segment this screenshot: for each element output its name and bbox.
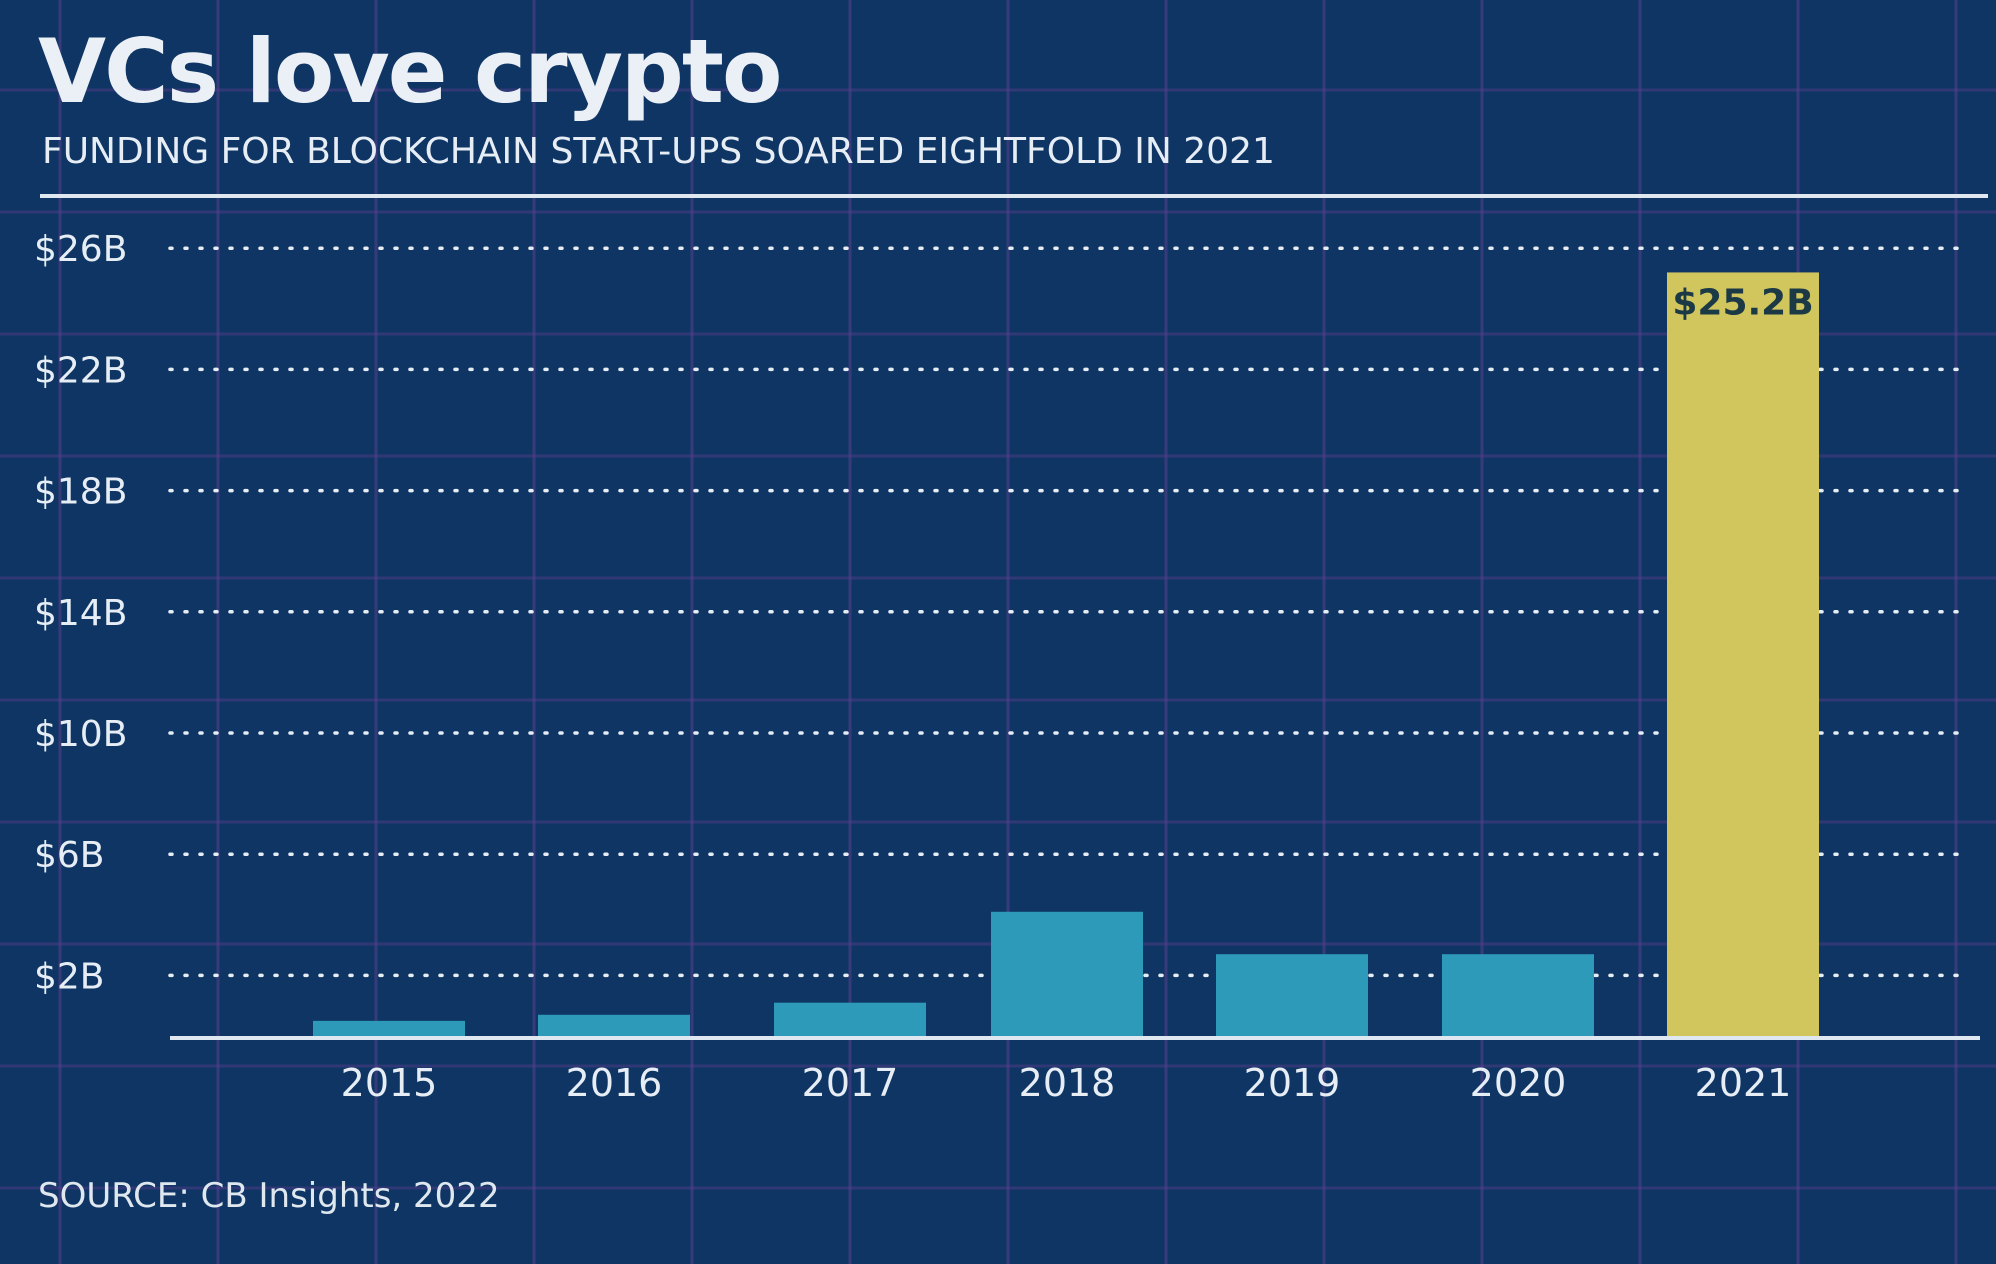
bar-2020 bbox=[1442, 954, 1594, 1036]
x-tick-label: 2016 bbox=[566, 1061, 663, 1105]
bar-2017 bbox=[774, 1002, 926, 1036]
title-divider bbox=[40, 194, 1988, 198]
source-note: SOURCE: CB Insights, 2022 bbox=[38, 1176, 500, 1216]
y-tick-label: $10B bbox=[34, 714, 127, 755]
y-tick-label: $22B bbox=[34, 350, 127, 391]
y-tick-label: $6B bbox=[34, 835, 105, 876]
x-tick-label: 2020 bbox=[1470, 1061, 1567, 1105]
bar-2021 bbox=[1667, 272, 1819, 1036]
y-tick-label: $14B bbox=[34, 593, 127, 634]
bar-2016 bbox=[538, 1014, 690, 1036]
x-tick-label: 2021 bbox=[1695, 1061, 1792, 1105]
bar-2015 bbox=[313, 1020, 465, 1036]
y-tick-label: $18B bbox=[34, 472, 127, 513]
x-tick-label: 2017 bbox=[802, 1061, 899, 1105]
y-tick-label: $2B bbox=[34, 956, 105, 997]
x-tick-label: 2018 bbox=[1019, 1061, 1116, 1105]
x-tick-label: 2015 bbox=[341, 1061, 438, 1105]
chart-subtitle: FUNDING FOR BLOCKCHAIN START-UPS SOARED … bbox=[42, 131, 1275, 172]
bar-2019 bbox=[1216, 954, 1368, 1036]
bar-2018 bbox=[991, 911, 1143, 1036]
chart-title: VCs love crypto bbox=[38, 20, 782, 123]
x-tick-label: 2019 bbox=[1244, 1061, 1341, 1105]
data-label: $25.2B bbox=[1672, 282, 1813, 323]
y-tick-label: $26B bbox=[34, 229, 127, 270]
